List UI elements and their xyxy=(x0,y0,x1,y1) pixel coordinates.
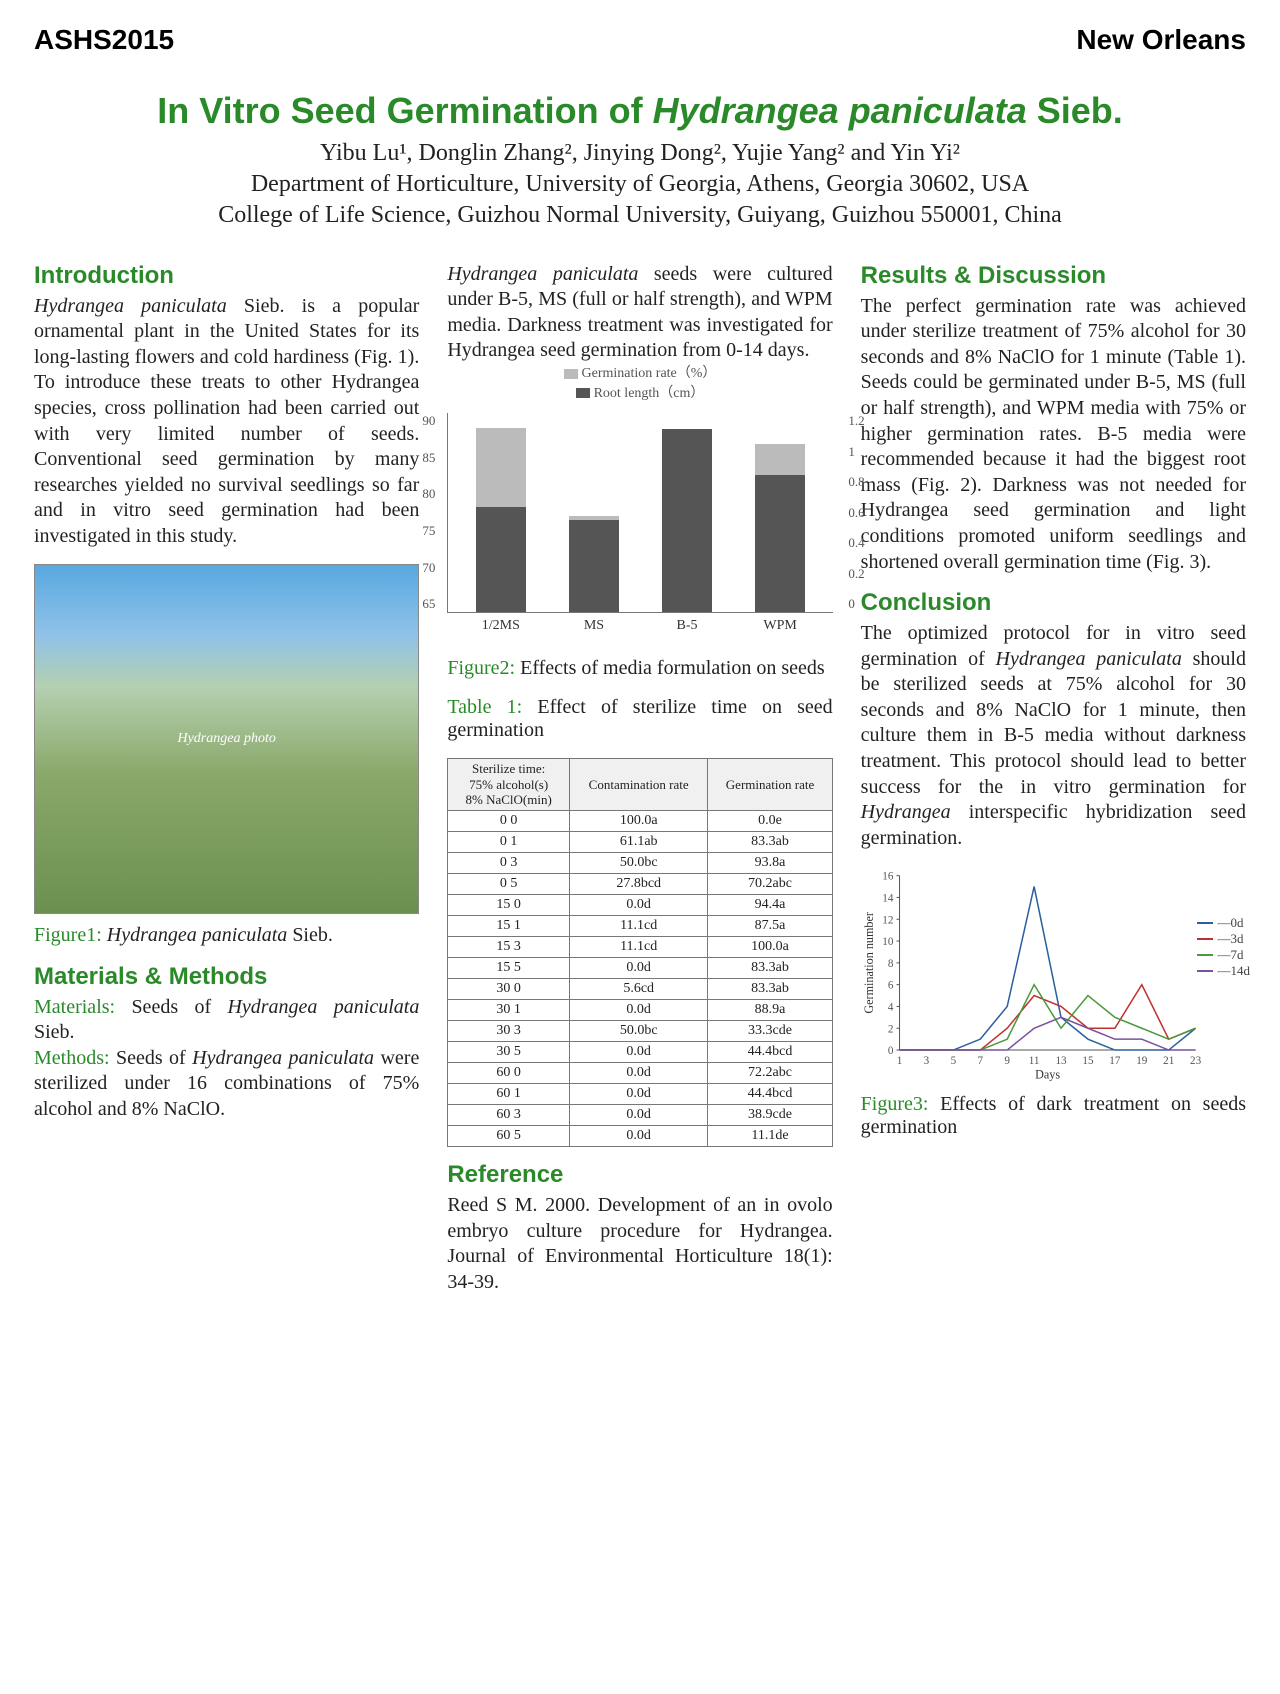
affiliation-2: College of Life Science, Guizhou Normal … xyxy=(34,200,1246,231)
svg-text:Days: Days xyxy=(1035,1068,1060,1082)
intro-species: Hydrangea paniculata xyxy=(34,295,227,317)
materials-label: Materials: xyxy=(34,996,115,1018)
svg-text:6: 6 xyxy=(888,980,894,992)
linechart-legend: —0d—3d—7d—14d xyxy=(1197,915,1250,979)
materials-c: Sieb. xyxy=(34,1021,75,1043)
svg-text:8: 8 xyxy=(888,958,894,970)
tbl-col-2: Contamination rate xyxy=(569,759,707,811)
conclusion-heading: Conclusion xyxy=(861,589,1246,617)
legend-germ-label: Germination rate（%） xyxy=(582,366,717,381)
legend-swatch-germ xyxy=(564,369,578,379)
svg-text:4: 4 xyxy=(888,1002,894,1014)
svg-text:23: 23 xyxy=(1190,1056,1202,1068)
tbl-h1c: 8% NaClO(min) xyxy=(465,792,551,807)
affiliation-1: Department of Horticulture, University o… xyxy=(34,169,1246,200)
svg-text:Germination number: Germination number xyxy=(862,912,876,1014)
svg-text:10: 10 xyxy=(882,937,894,949)
legend-swatch-root xyxy=(576,388,590,398)
fig1-suffix: Sieb. xyxy=(287,924,333,946)
svg-text:5: 5 xyxy=(950,1056,956,1068)
methods-text: Methods: Seeds of Hydrangea paniculata w… xyxy=(34,1046,419,1123)
materials-methods-heading: Materials & Methods xyxy=(34,963,419,991)
con-species-2: Hydrangea xyxy=(861,801,951,823)
fig1-species: Hydrangea paniculata xyxy=(102,924,288,946)
barchart-legend: Germination rate（%） Root length（cm） xyxy=(447,364,832,403)
svg-text:0: 0 xyxy=(888,1046,894,1058)
title-part-c: Sieb. xyxy=(1027,90,1123,131)
svg-text:21: 21 xyxy=(1163,1056,1174,1068)
materials-a: Seeds of xyxy=(115,996,227,1018)
conclusion-text: The optimized protocol for in vitro seed… xyxy=(861,621,1246,851)
tbl-label: Table 1: xyxy=(447,696,522,718)
table-1: Sterilize time: 75% alcohol(s) 8% NaClO(… xyxy=(447,758,832,1147)
svg-text:14: 14 xyxy=(882,893,894,905)
authors: Yibu Lu¹, Donglin Zhang², Jinying Dong²,… xyxy=(34,138,1246,169)
reference-text: Reed S M. 2000. Development of an in ovo… xyxy=(447,1193,832,1295)
tbl-h1b: 75% alcohol(s) xyxy=(469,777,548,792)
figure-1-caption: Figure1: Hydrangea paniculata Sieb. xyxy=(34,924,419,947)
table-1-caption: Table 1: Effect of sterilize time on see… xyxy=(447,696,832,742)
column-1: Introduction Hydrangea paniculata Sieb. … xyxy=(34,262,419,1296)
conference-code: ASHS2015 xyxy=(34,24,174,56)
svg-text:19: 19 xyxy=(1136,1056,1148,1068)
svg-text:15: 15 xyxy=(1082,1056,1094,1068)
col2-species: Hydrangea paniculata xyxy=(447,263,638,285)
results-heading: Results & Discussion xyxy=(861,262,1246,290)
figure-3-caption: Figure3: Effects of dark treatment on se… xyxy=(861,1093,1246,1139)
legend-root-label: Root length（cm） xyxy=(594,386,705,401)
fig1-label: Figure1: xyxy=(34,924,102,946)
intro-heading: Introduction xyxy=(34,262,419,290)
results-text: The perfect germination rate was achieve… xyxy=(861,294,1246,576)
fig2-label: Figure2: xyxy=(447,657,515,679)
poster-title: In Vitro Seed Germination of Hydrangea p… xyxy=(34,90,1246,132)
reference-heading: Reference xyxy=(447,1161,832,1189)
methods-species: Hydrangea paniculata xyxy=(192,1047,374,1069)
svg-text:1: 1 xyxy=(896,1056,902,1068)
materials-species: Hydrangea paniculata xyxy=(227,996,419,1018)
column-2: Hydrangea paniculata seeds were cultured… xyxy=(447,262,832,1296)
title-part-a: In Vitro Seed Germination of xyxy=(157,90,652,131)
svg-text:16: 16 xyxy=(882,871,894,883)
column-3: Results & Discussion The perfect germina… xyxy=(861,262,1246,1296)
tbl-col-1: Sterilize time: 75% alcohol(s) 8% NaClO(… xyxy=(448,759,570,811)
svg-text:12: 12 xyxy=(882,915,893,927)
title-species: Hydrangea paniculata xyxy=(653,90,1027,131)
figure-1-image: Hydrangea photo xyxy=(34,564,419,914)
svg-text:17: 17 xyxy=(1109,1056,1121,1068)
con-species-1: Hydrangea paniculata xyxy=(996,648,1182,670)
svg-text:11: 11 xyxy=(1028,1056,1039,1068)
svg-text:13: 13 xyxy=(1055,1056,1067,1068)
barchart: 908580757065 1.210.80.60.40.20 1/2MSMSB-… xyxy=(447,413,832,653)
col2-top-text: Hydrangea paniculata seeds were cultured… xyxy=(447,262,832,364)
methods-a: Seeds of xyxy=(110,1047,193,1069)
svg-text:2: 2 xyxy=(888,1024,894,1036)
materials-text: Materials: Seeds of Hydrangea paniculata… xyxy=(34,995,419,1046)
intro-body: Sieb. is a popular ornamental plant in t… xyxy=(34,295,419,547)
con-c: should be sterilized seeds at 75% alcoho… xyxy=(861,648,1246,798)
conference-location: New Orleans xyxy=(1076,24,1246,56)
svg-text:9: 9 xyxy=(1004,1056,1010,1068)
fig2-text: Effects of media formulation on seeds xyxy=(515,657,825,679)
svg-text:3: 3 xyxy=(923,1056,929,1068)
fig3-label: Figure3: xyxy=(861,1093,929,1115)
figure-2-caption: Figure2: Effects of media formulation on… xyxy=(447,657,832,680)
tbl-h1a: Sterilize time: xyxy=(472,761,545,776)
intro-text: Hydrangea paniculata Sieb. is a popular … xyxy=(34,294,419,550)
svg-text:7: 7 xyxy=(977,1056,983,1068)
linechart: 02468101214161357911131517192123DaysGerm… xyxy=(861,859,1246,1089)
methods-label: Methods: xyxy=(34,1047,110,1069)
tbl-col-3: Germination rate xyxy=(708,759,832,811)
